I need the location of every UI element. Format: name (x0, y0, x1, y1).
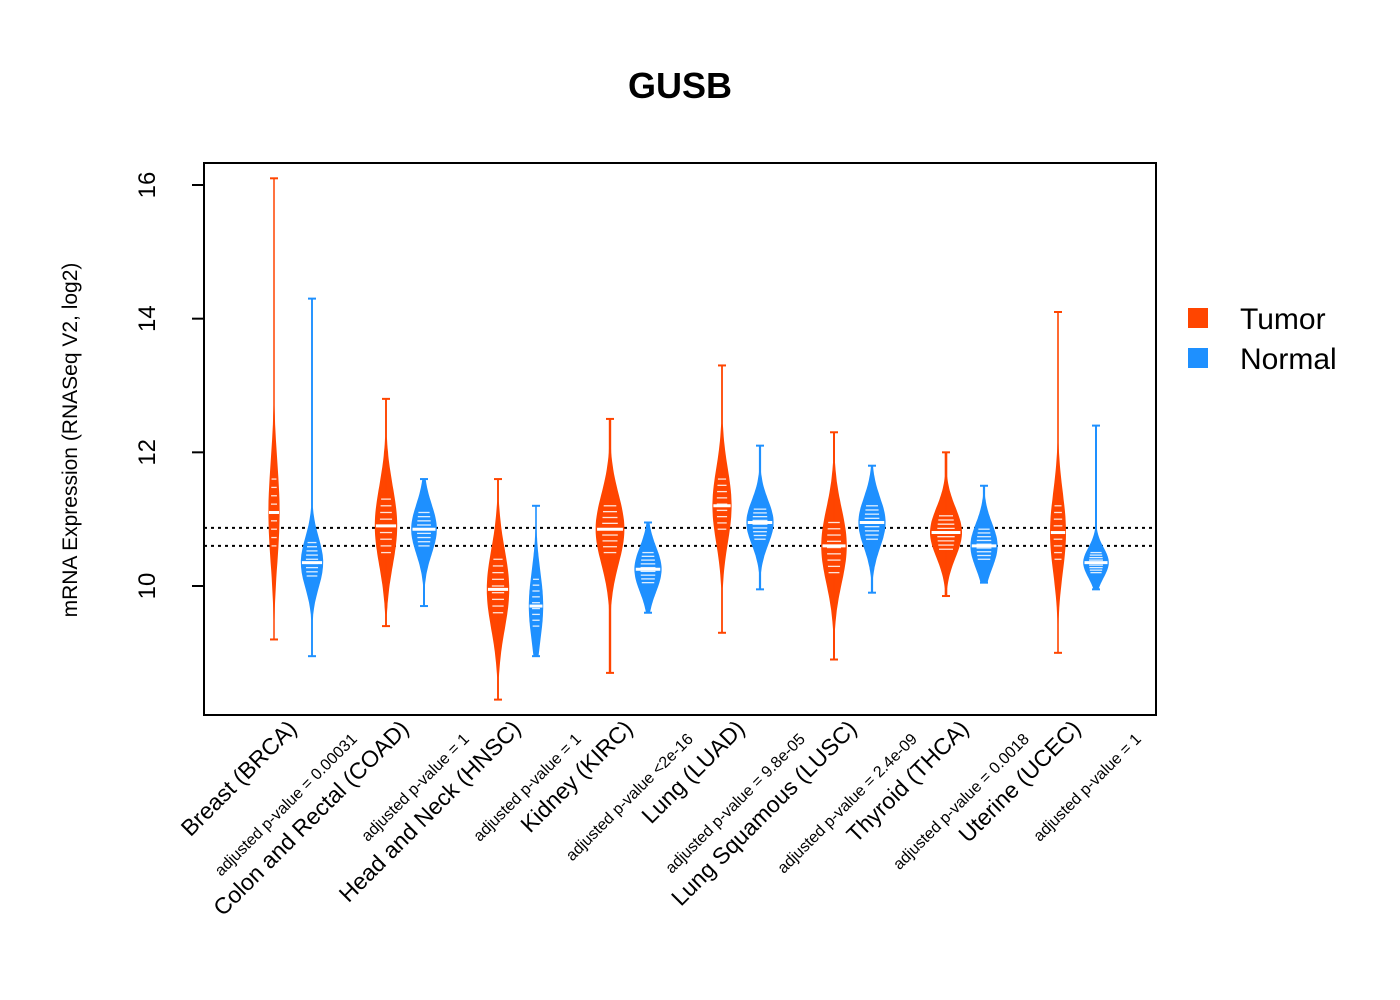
y-tick-label-10: 10 (134, 573, 161, 600)
violin-tumor-5 (712, 364, 732, 634)
violin-normal-7 (970, 484, 998, 584)
violin-tumor-3 (486, 478, 510, 701)
y-axis: 10 12 14 16 (134, 172, 204, 600)
violin-tumor-4 (595, 417, 625, 674)
violin-normal-8 (1083, 424, 1109, 591)
x-category-label-1: Breast (BRCA) (176, 715, 302, 841)
x-axis-labels: Breast (BRCA)adjusted p-value = 0.00031C… (176, 715, 1145, 920)
legend-swatch-tumor (1188, 308, 1208, 328)
violins (268, 177, 1109, 701)
violin-tumor-8 (1050, 310, 1066, 654)
violin-tumor-2 (374, 397, 398, 628)
y-tick-label-12: 12 (134, 439, 161, 466)
legend: Tumor Normal (1188, 303, 1337, 376)
violin-tumor-1 (268, 177, 280, 641)
legend-label-tumor: Tumor (1240, 303, 1326, 336)
violin-normal-1 (300, 297, 324, 658)
violin-tumor-6 (821, 431, 847, 661)
violin-normal-4 (634, 521, 662, 614)
y-axis-label: mRNA Expression (RNASeq V2, log2) (59, 263, 82, 618)
legend-swatch-normal (1188, 348, 1208, 368)
violin-tumor-7 (930, 451, 962, 598)
plot-frame (203, 162, 1157, 716)
violin-normal-6 (858, 464, 886, 594)
reference-lines (204, 526, 1156, 547)
chart-title: GUSB (628, 65, 732, 106)
legend-label-normal: Normal (1240, 343, 1337, 376)
y-tick-label-14: 14 (134, 305, 161, 332)
violin-normal-3 (528, 504, 544, 658)
y-tick-label-16: 16 (134, 172, 161, 199)
violin-normal-5 (746, 444, 774, 591)
violin-normal-2 (411, 478, 437, 608)
